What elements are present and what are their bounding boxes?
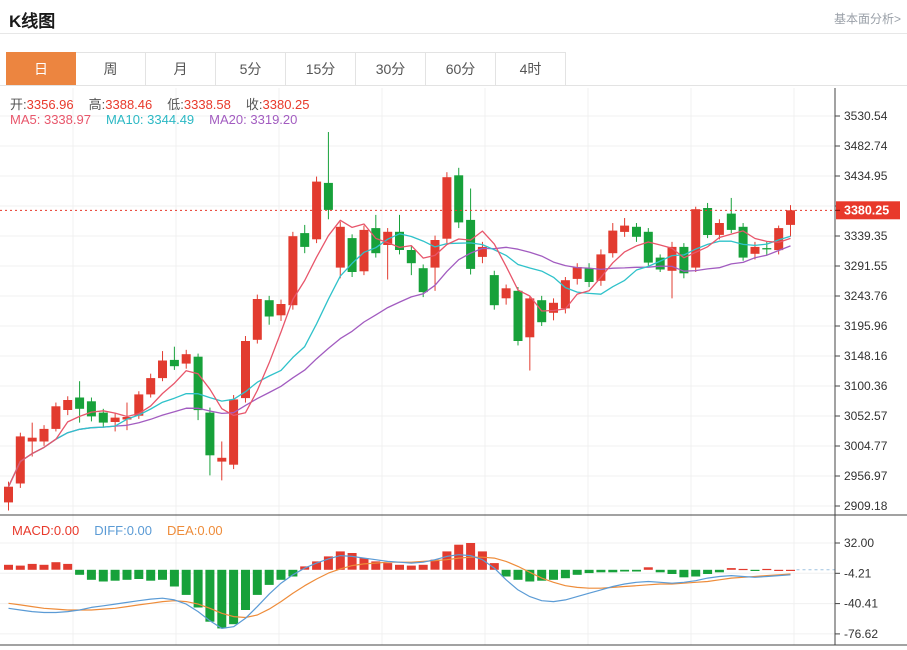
- candles-layer: [4, 132, 795, 511]
- svg-text:3291.55: 3291.55: [844, 259, 888, 273]
- dea-value: 0.00: [197, 523, 223, 538]
- svg-text:3243.76: 3243.76: [844, 289, 888, 303]
- svg-text:3482.74: 3482.74: [844, 139, 888, 153]
- tab-15min[interactable]: 15分: [286, 52, 356, 86]
- tab-week[interactable]: 周: [76, 52, 146, 86]
- svg-text:2956.97: 2956.97: [844, 469, 888, 483]
- period-tabbar: 日 周 月 5分 15分 30分 60分 4时: [6, 52, 566, 86]
- svg-text:3434.95: 3434.95: [844, 169, 888, 183]
- open-value: 3356.96: [26, 97, 74, 112]
- ma20-label: MA20:: [209, 112, 247, 127]
- svg-text:3530.54: 3530.54: [844, 109, 888, 123]
- svg-text:-76.62: -76.62: [844, 627, 878, 641]
- ma10-value: 3344.49: [147, 112, 195, 127]
- svg-text:2909.18: 2909.18: [844, 499, 888, 513]
- tab-5min[interactable]: 5分: [216, 52, 286, 86]
- header-divider: [0, 33, 907, 34]
- ma10-label: MA10:: [105, 112, 144, 127]
- svg-text:3148.16: 3148.16: [844, 349, 888, 363]
- svg-text:3004.77: 3004.77: [844, 439, 888, 453]
- ma5-value: 3338.97: [43, 112, 91, 127]
- ohlc-legend: 开:3356.96 高:3388.46 低:3338.58 收:3380.25: [10, 94, 325, 113]
- low-label: 低:: [167, 97, 184, 112]
- macd-value: 0.00: [53, 523, 80, 538]
- low-value: 3338.58: [183, 97, 231, 112]
- dea-label: DEA:: [167, 523, 198, 538]
- axes: 3530.54 3482.74 3434.95 3339.35 3291.55 3243.…: [0, 88, 907, 646]
- diff-value: 0.00: [126, 523, 153, 538]
- svg-text:-4.21: -4.21: [844, 566, 872, 580]
- tab-day[interactable]: 日: [6, 52, 76, 86]
- open-label: 开:: [10, 97, 27, 112]
- svg-text:3339.35: 3339.35: [844, 229, 888, 243]
- svg-text:3052.57: 3052.57: [844, 409, 888, 423]
- tab-4hour[interactable]: 4时: [496, 52, 566, 86]
- tab-month[interactable]: 月: [146, 52, 216, 86]
- svg-text:3380.25: 3380.25: [844, 203, 889, 217]
- svg-text:-40.41: -40.41: [844, 597, 878, 611]
- macd-legend: MACD:0.00 DIFF:0.00 DEA:0.00: [12, 523, 238, 538]
- macd-label: MACD:: [12, 523, 54, 538]
- high-label: 高:: [88, 97, 106, 112]
- ma-lines: [7, 219, 791, 487]
- tabbar-underline: [0, 85, 907, 86]
- fundamental-analysis-link[interactable]: 基本面分析>: [833, 12, 901, 26]
- svg-text:3195.96: 3195.96: [844, 319, 888, 333]
- close-label: 收:: [245, 97, 263, 112]
- close-value: 3380.25: [262, 97, 310, 112]
- svg-text:3100.36: 3100.36: [844, 379, 888, 393]
- ma5-label: MA5:: [10, 112, 41, 127]
- tab-30min[interactable]: 30分: [356, 52, 426, 86]
- high-value: 3388.46: [105, 97, 153, 112]
- page-title: K线图: [9, 12, 56, 31]
- svg-text:32.00: 32.00: [844, 536, 874, 550]
- ma20-value: 3319.20: [250, 112, 298, 127]
- diff-label: DIFF:: [94, 523, 127, 538]
- current-price-label: 3380.25: [835, 201, 900, 220]
- tab-60min[interactable]: 60分: [426, 52, 496, 86]
- ma-legend: MA5: 3338.97 MA10: 3344.49 MA20: 3319.20: [10, 112, 312, 127]
- macd-layer: [4, 543, 835, 630]
